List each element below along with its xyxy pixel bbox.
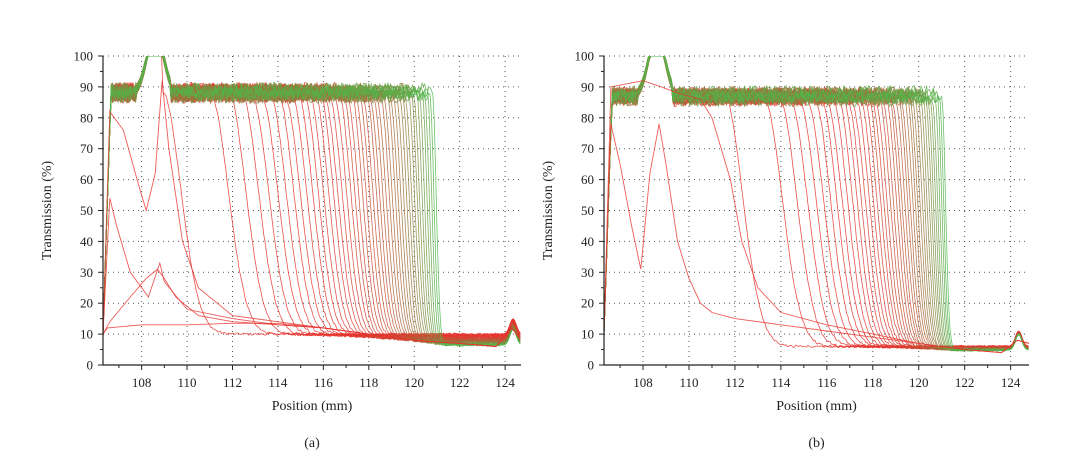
x-tick-label: 108 bbox=[633, 375, 653, 390]
transmission-curve bbox=[604, 56, 1029, 352]
y-tick-label: 40 bbox=[80, 234, 93, 249]
y-tick-label: 70 bbox=[581, 141, 594, 156]
transmission-curve bbox=[604, 56, 1029, 352]
y-tick-label: 90 bbox=[581, 79, 594, 94]
y-tick-label: 50 bbox=[80, 203, 93, 218]
x-tick-label: 122 bbox=[450, 375, 470, 390]
panel-caption: (b) bbox=[808, 436, 825, 451]
early-transmission-curve bbox=[604, 80, 1029, 354]
y-tick-label: 100 bbox=[575, 49, 595, 64]
chart-panel-a: 108 110 112 114 116 118 120 122 124 0 10 20 30 40 50 60… bbox=[40, 49, 521, 451]
curves bbox=[103, 56, 521, 347]
y-tick-label: 0 bbox=[87, 358, 94, 373]
transmission-curve bbox=[103, 56, 521, 347]
early-transmission-curve bbox=[604, 123, 1029, 354]
y-tick-label: 70 bbox=[80, 141, 93, 156]
grid bbox=[604, 55, 1029, 365]
x-tick-label: 110 bbox=[178, 375, 197, 390]
y-tick-label: 80 bbox=[80, 110, 93, 125]
y-tick-label: 10 bbox=[80, 327, 93, 342]
x-tick-label: 122 bbox=[955, 375, 975, 390]
x-tick-label: 120 bbox=[404, 375, 424, 390]
x-tick-label: 110 bbox=[679, 375, 698, 390]
x-tick-label: 118 bbox=[359, 375, 378, 390]
x-tick-label: 114 bbox=[771, 375, 791, 390]
early-transmission-curve bbox=[103, 322, 520, 347]
x-axis-label: Position (mm) bbox=[272, 399, 353, 414]
x-tick-label: 118 bbox=[863, 375, 882, 390]
y-tick-label: 20 bbox=[581, 296, 594, 311]
x-tick-label: 120 bbox=[909, 375, 929, 390]
grid bbox=[103, 55, 521, 365]
curves bbox=[604, 56, 1029, 354]
y-tick-label: 20 bbox=[80, 296, 93, 311]
x-tick-label: 112 bbox=[223, 375, 242, 390]
y-tick-label: 30 bbox=[581, 265, 594, 280]
y-tick-label: 30 bbox=[80, 265, 93, 280]
panel-caption: (a) bbox=[304, 436, 320, 451]
transmission-curve bbox=[103, 56, 521, 347]
early-transmission-curve bbox=[103, 80, 520, 347]
x-tick-label: 116 bbox=[314, 375, 334, 390]
x-tick-label: 112 bbox=[725, 375, 744, 390]
transmission-curve bbox=[103, 56, 521, 347]
y-tick-label: 40 bbox=[581, 234, 594, 249]
y-tick-label: 80 bbox=[581, 110, 594, 125]
x-tick-label: 114 bbox=[268, 375, 288, 390]
x-tick-label: 108 bbox=[132, 375, 152, 390]
y-tick-label: 100 bbox=[74, 49, 94, 64]
y-tick-label: 60 bbox=[80, 172, 93, 187]
x-tick-label: 116 bbox=[817, 375, 837, 390]
x-tick-label: 124 bbox=[1001, 375, 1021, 390]
y-tick-label: 60 bbox=[581, 172, 594, 187]
chart-panel-b: 108 110 112 114 116 118 120 122 124 0 10 20 30 40 50 60… bbox=[541, 49, 1029, 451]
y-axis-label: Transmission (%) bbox=[40, 160, 55, 260]
x-axis-label: Position (mm) bbox=[776, 399, 857, 414]
y-tick-label: 90 bbox=[80, 79, 93, 94]
y-tick-label: 50 bbox=[581, 203, 594, 218]
y-axis-label: Transmission (%) bbox=[541, 160, 556, 260]
x-tick-label: 124 bbox=[495, 375, 515, 390]
y-tick-label: 10 bbox=[581, 327, 594, 342]
y-tick-label: 0 bbox=[588, 358, 595, 373]
